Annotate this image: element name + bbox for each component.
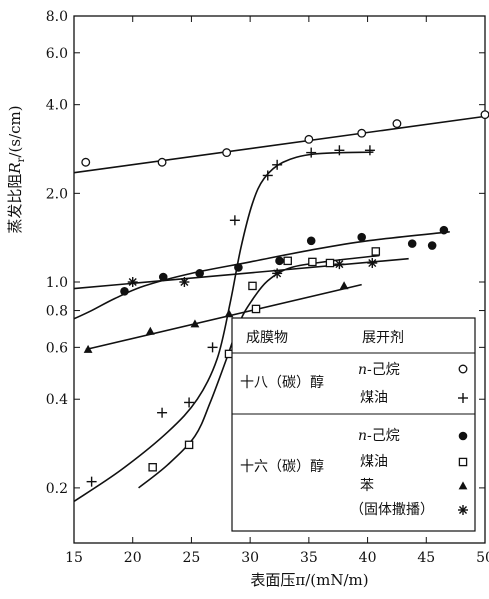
legend-header-film: 成膜物 xyxy=(246,330,288,346)
x-axis-title: 表面压π/(mN/m) xyxy=(250,571,368,589)
x-tick-label: 15 xyxy=(65,550,83,566)
x-tick-label: 25 xyxy=(183,550,201,566)
point-hexadecanol-hexane xyxy=(195,269,204,278)
point-octadecanol-hexane xyxy=(357,128,367,138)
legend-item-label: 煤油 xyxy=(360,390,388,406)
point-hexadecanol-hexane xyxy=(357,232,367,242)
point-hexadecanol-hexane xyxy=(275,256,284,266)
tick-marks xyxy=(73,15,486,543)
point-octadecanol-kerosene xyxy=(157,407,168,418)
y-tick-label: 2.0 xyxy=(46,186,68,202)
point-hexadecanol-kerosene xyxy=(248,281,257,291)
y-tick-label: 0.8 xyxy=(46,304,68,320)
fit-line-hexadecanol-benzene xyxy=(85,283,362,351)
y-axis-title-unit: /(s/cm) xyxy=(6,105,24,157)
point-hexadecanol-solid-spreading xyxy=(334,259,345,270)
point-hexadecanol-solid-spreading xyxy=(367,258,378,269)
point-hexadecanol-solid-spreading xyxy=(272,268,283,279)
point-octadecanol-hexane xyxy=(304,134,314,144)
legend-marker xyxy=(458,393,468,403)
y-axis-title: 蒸发比阻Rr/(s/cm) xyxy=(6,105,27,233)
point-octadecanol-kerosene xyxy=(229,215,240,226)
point-hexadecanol-hexane xyxy=(234,263,243,272)
point-hexadecanol-solid-spreading xyxy=(179,277,190,288)
x-tick-label: 20 xyxy=(124,550,142,566)
point-hexadecanol-kerosene xyxy=(148,463,157,472)
data-markers xyxy=(81,110,489,487)
point-hexadecanol-benzene xyxy=(145,326,155,335)
legend-marker xyxy=(458,481,468,490)
point-hexadecanol-hexane xyxy=(427,241,437,250)
x-tick-labels: 15 20 25 30 35 40 45 50 xyxy=(65,550,489,566)
legend-marker xyxy=(458,364,468,374)
x-tick-label: 35 xyxy=(300,550,318,566)
plot-frame xyxy=(73,15,486,544)
point-hexadecanol-kerosene xyxy=(325,258,335,268)
y-tick-label: 0.2 xyxy=(46,481,68,497)
fit-line-octadecanol-hexane xyxy=(73,115,486,174)
legend: 成膜物 展开剂 十八（碳）醇 n-己烷 煤油 十六（碳）醇 n-己烷 煤油 苯 … xyxy=(231,317,476,532)
point-octadecanol-hexane xyxy=(157,157,167,167)
y-tick-label: 1.0 xyxy=(46,275,68,291)
point-octadecanol-kerosene xyxy=(334,145,345,156)
point-octadecanol-kerosene xyxy=(86,476,97,487)
point-octadecanol-kerosene xyxy=(207,342,218,353)
legend-markers xyxy=(458,364,468,515)
y-tick-label: 0.6 xyxy=(46,340,68,356)
point-hexadecanol-solid-spreading xyxy=(127,277,138,288)
point-hexadecanol-benzene xyxy=(190,319,200,328)
point-hexadecanol-kerosene xyxy=(184,440,194,450)
point-hexadecanol-benzene xyxy=(224,309,234,318)
y-tick-label: 4.0 xyxy=(46,98,68,114)
legend-item-label: n-己烷 xyxy=(358,428,400,444)
point-hexadecanol-kerosene xyxy=(308,257,317,267)
y-tick-label: 0.4 xyxy=(46,392,68,408)
x-tick-label: 50 xyxy=(476,550,489,566)
point-octadecanol-hexane xyxy=(222,148,232,158)
y-tick-labels: 0.2 0.4 0.6 0.8 1.0 2.0 4.0 6.0 8.0 xyxy=(46,9,68,497)
point-octadecanol-kerosene xyxy=(364,145,375,156)
legend-header-solvent: 展开剂 xyxy=(362,330,404,346)
legend-group-film: 十八（碳）醇 xyxy=(240,374,324,391)
point-hexadecanol-hexane xyxy=(306,236,316,246)
y-tick-label: 6.0 xyxy=(46,46,68,62)
point-hexadecanol-hexane xyxy=(439,225,449,235)
x-tick-label: 30 xyxy=(241,550,259,566)
point-hexadecanol-hexane xyxy=(120,286,129,296)
legend-marker xyxy=(458,457,468,467)
point-hexadecanol-benzene xyxy=(339,281,349,290)
point-hexadecanol-hexane xyxy=(407,239,417,248)
y-axis-title-main: 蒸发比阻 xyxy=(6,174,24,234)
legend-item-label: n-己烷 xyxy=(358,362,400,378)
point-hexadecanol-kerosene xyxy=(371,247,381,256)
point-octadecanol-kerosene xyxy=(306,147,317,158)
fit-line-hexadecanol-solid-spreading xyxy=(73,257,409,290)
y-axis-title-var: R xyxy=(6,162,24,174)
legend-item-label: 煤油 xyxy=(360,454,388,470)
x-tick-label: 40 xyxy=(359,550,377,566)
legend-item-label: （固体撒播） xyxy=(350,502,434,518)
x-tick-label: 45 xyxy=(417,550,435,566)
point-octadecanol-kerosene xyxy=(272,159,283,170)
legend-marker xyxy=(458,431,468,441)
legend-item-label: 苯 xyxy=(360,477,374,494)
legend-marker xyxy=(458,505,468,515)
legend-group-film: 十六（碳）醇 xyxy=(240,458,324,475)
fit-line-hexadecanol-hexane xyxy=(73,231,450,320)
legend-box xyxy=(231,317,476,532)
point-octadecanol-kerosene xyxy=(184,397,195,408)
point-octadecanol-hexane xyxy=(392,119,402,129)
point-octadecanol-hexane xyxy=(81,157,91,167)
point-octadecanol-kerosene xyxy=(262,170,273,181)
y-tick-label: 8.0 xyxy=(46,9,68,25)
point-hexadecanol-hexane xyxy=(158,272,168,282)
point-octadecanol-hexane xyxy=(480,110,489,120)
point-hexadecanol-kerosene xyxy=(283,256,292,266)
y-axis-title-sub: r xyxy=(16,157,27,162)
point-hexadecanol-benzene xyxy=(83,344,93,353)
point-hexadecanol-kerosene xyxy=(251,304,261,314)
fit-line-octadecanol-kerosene xyxy=(73,151,374,503)
